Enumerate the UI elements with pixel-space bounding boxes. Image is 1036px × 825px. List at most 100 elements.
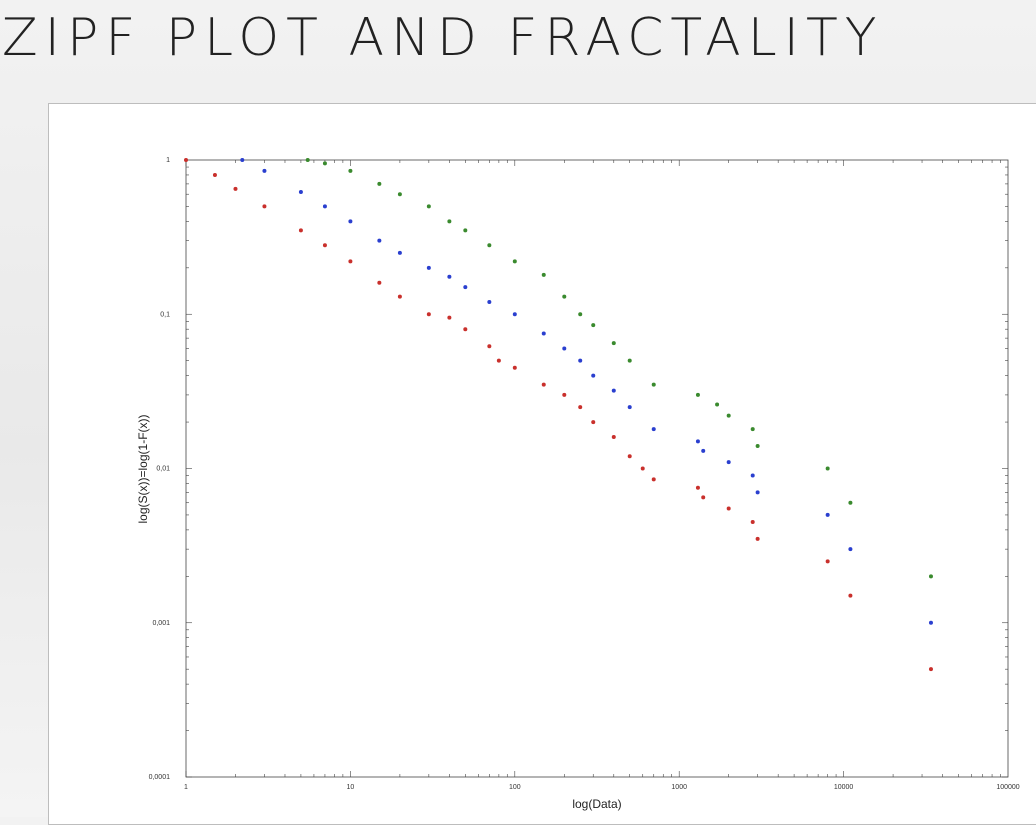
data-point: [322, 161, 327, 166]
plot-area: [185, 159, 1009, 778]
data-point: [447, 274, 452, 279]
data-points: [184, 158, 933, 672]
data-point: [348, 259, 353, 264]
data-point: [611, 341, 616, 346]
data-point: [695, 439, 700, 444]
x-tick-labels: 1 10 100 1000 10000 100000: [184, 784, 1020, 791]
data-point: [695, 392, 700, 397]
data-point: [651, 427, 656, 432]
data-point: [627, 358, 632, 363]
data-point: [496, 358, 501, 363]
y-axis-label: log(S(x))=log(1-F(x)): [136, 414, 150, 523]
x-axis-label: log(Data): [572, 797, 621, 811]
data-point: [651, 477, 656, 482]
x-tick-label: 100000: [996, 784, 1019, 791]
data-point: [701, 495, 706, 500]
data-point: [578, 405, 583, 410]
data-point: [651, 382, 656, 387]
data-point: [578, 312, 583, 317]
x-tick-label: 10: [347, 784, 355, 791]
data-point: [755, 536, 760, 541]
y-tick-label: 0,01: [156, 466, 170, 473]
slide-title: ZIPF PLOT AND FRACTALITY: [2, 8, 884, 68]
data-point: [750, 427, 755, 432]
data-point: [640, 466, 645, 471]
data-point: [928, 667, 933, 672]
data-point: [755, 490, 760, 495]
y-tick-label: 1: [166, 157, 170, 164]
data-point: [298, 228, 303, 233]
data-point: [591, 373, 596, 378]
data-point: [591, 420, 596, 425]
data-point: [611, 435, 616, 440]
data-point: [463, 285, 468, 290]
data-point: [695, 485, 700, 490]
x-tick-label: 1: [184, 784, 188, 791]
data-point: [377, 181, 382, 186]
data-point: [212, 172, 217, 177]
data-point: [512, 259, 517, 264]
data-point: [487, 243, 492, 248]
data-point: [848, 500, 853, 505]
data-point: [726, 506, 731, 511]
data-point: [447, 315, 452, 320]
data-point: [541, 382, 546, 387]
data-point: [184, 158, 188, 162]
data-point: [755, 443, 760, 448]
data-point: [447, 219, 452, 224]
x-tick-label: 1000: [671, 784, 687, 791]
data-point: [463, 327, 468, 332]
data-point: [591, 323, 596, 328]
data-point: [562, 392, 567, 397]
data-point: [627, 405, 632, 410]
x-tick-label: 10000: [834, 784, 854, 791]
data-point: [715, 402, 720, 407]
data-point: [562, 346, 567, 351]
data-point: [611, 388, 616, 393]
data-point: [397, 250, 402, 255]
data-point: [240, 158, 245, 162]
data-point: [322, 204, 327, 209]
data-point: [348, 168, 353, 173]
data-point: [322, 243, 327, 248]
data-point: [377, 280, 382, 285]
data-point: [377, 238, 382, 243]
data-point: [463, 228, 468, 233]
data-point: [848, 547, 853, 552]
data-point: [262, 204, 267, 209]
data-point: [512, 312, 517, 317]
zipf-log-log-chart: 1 10 100 1000 10000 100000 1 0,1 0,01 0,001 0,000…: [136, 157, 1020, 811]
axis-ticks: [185, 160, 1008, 778]
data-point: [750, 519, 755, 524]
data-point: [928, 574, 933, 579]
data-point: [305, 158, 310, 162]
data-point: [701, 448, 706, 453]
data-point: [487, 300, 492, 305]
data-point: [578, 358, 583, 363]
data-point: [928, 620, 933, 625]
data-point: [262, 168, 267, 173]
series-3: [305, 158, 933, 579]
data-point: [512, 365, 517, 370]
data-point: [848, 593, 853, 598]
series-2: [240, 158, 933, 625]
data-point: [562, 294, 567, 299]
data-point: [426, 204, 431, 209]
x-tick-label: 100: [509, 784, 521, 791]
y-tick-label: 0,0001: [149, 774, 171, 781]
data-point: [233, 186, 238, 191]
data-point: [426, 265, 431, 270]
data-point: [487, 344, 492, 349]
y-tick-label: 0,001: [152, 620, 170, 627]
data-point: [426, 312, 431, 317]
y-tick-label: 0,1: [160, 311, 170, 318]
data-point: [348, 219, 353, 224]
data-point: [750, 473, 755, 478]
data-point: [541, 331, 546, 336]
data-point: [397, 192, 402, 197]
data-point: [397, 294, 402, 299]
data-point: [825, 559, 830, 564]
data-point: [298, 190, 303, 195]
data-point: [627, 454, 632, 459]
plot-frame: 1 10 100 1000 10000 100000 1 0,1 0,01 0,001 0,000…: [48, 103, 1036, 825]
